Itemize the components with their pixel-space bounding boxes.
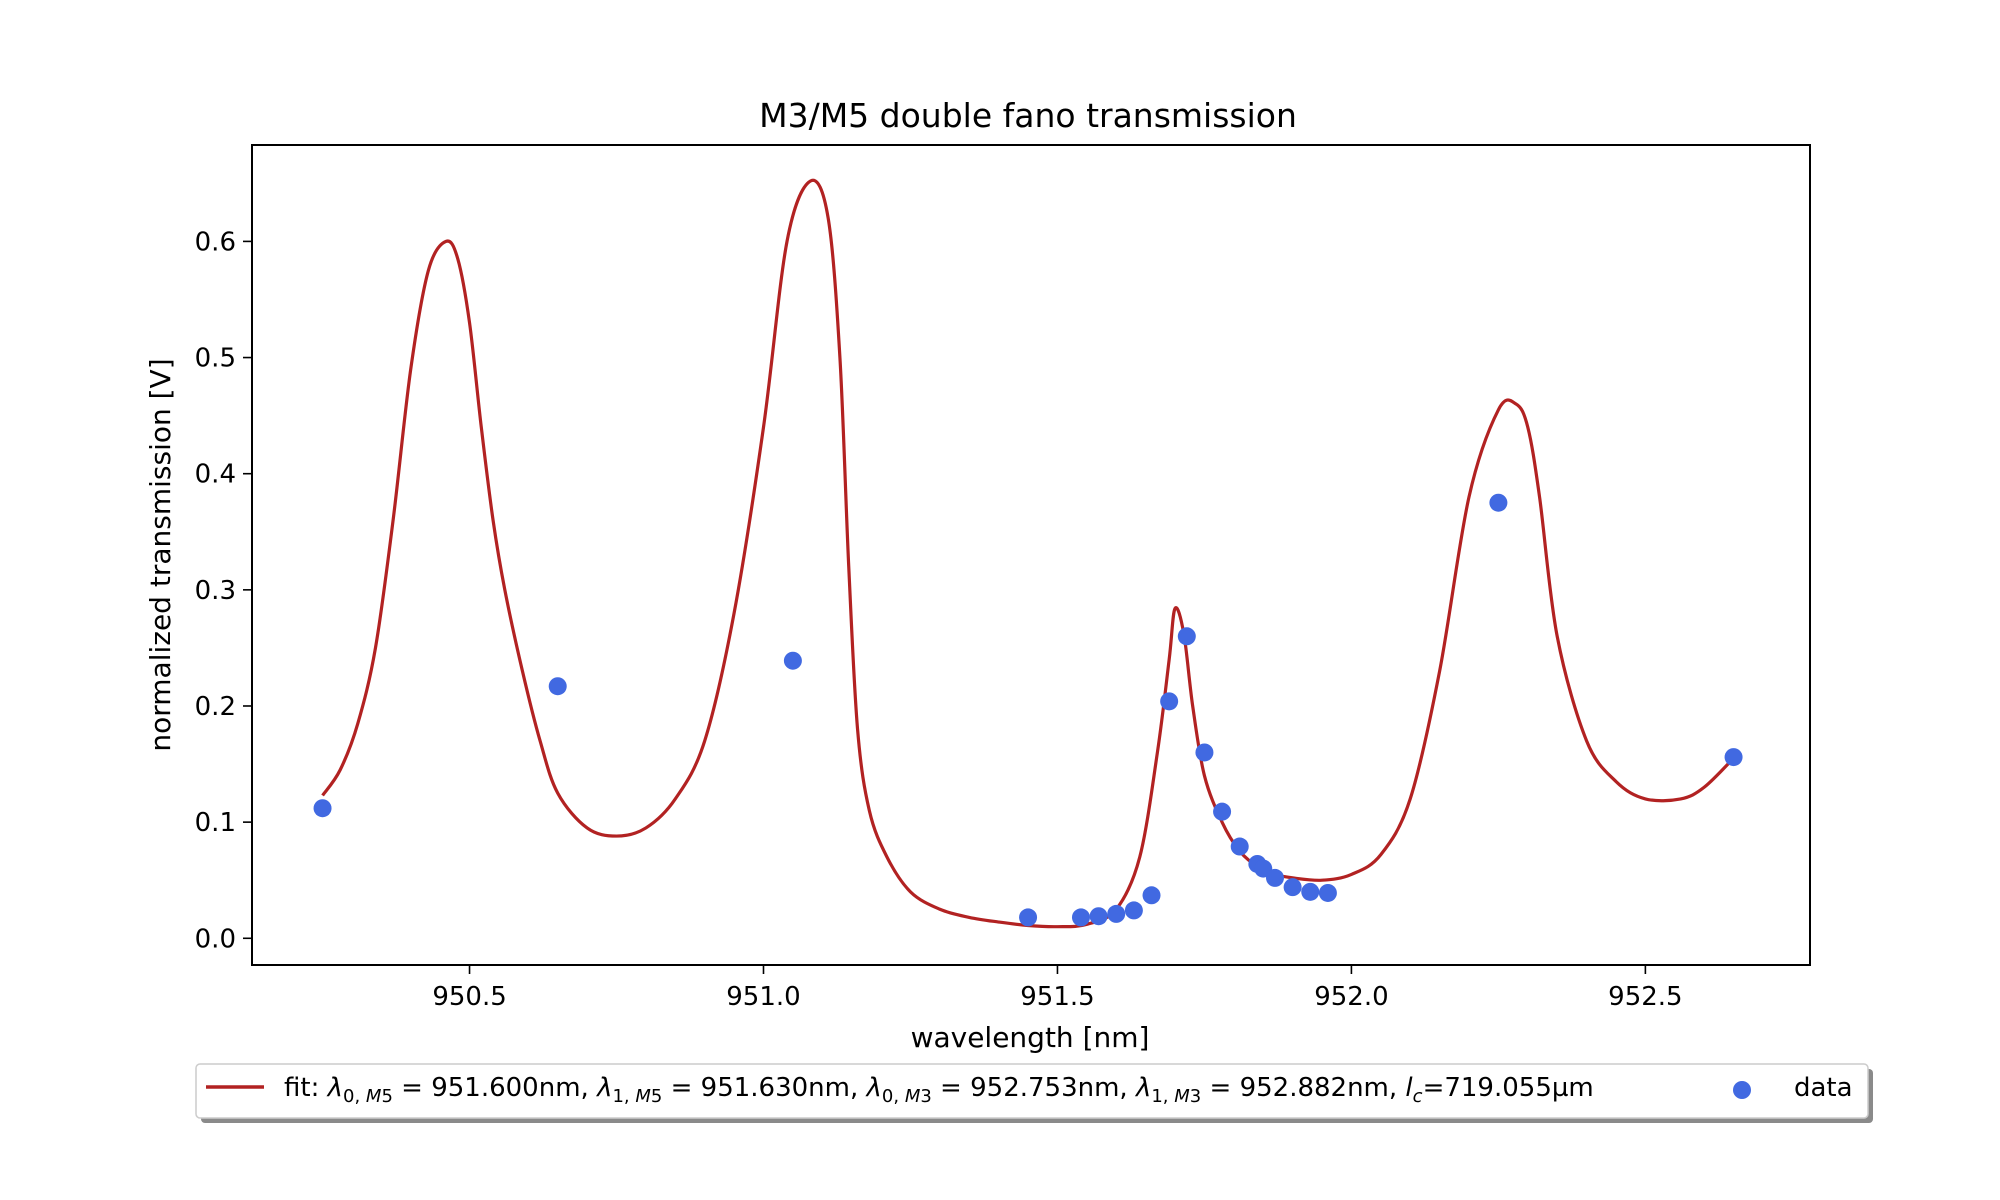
plot-area [251, 144, 1811, 966]
data-point [1107, 904, 1126, 923]
legend-fit-label: fit: λ0, M5 = 951.600nm, λ1, M5 = 951.63… [284, 1073, 1594, 1107]
fit-curve [321, 178, 1735, 929]
y-axis-label: normalized transmission [V] [144, 358, 177, 751]
data-point [1195, 743, 1214, 762]
data-point [783, 651, 802, 670]
data-point [1177, 627, 1196, 646]
data-points-layer [313, 493, 1743, 927]
x-axis: 950.5 951.0 951.5 952.0 952.5 [432, 965, 1683, 1012]
y-tick-label: 0.6 [195, 227, 236, 257]
data-point [1213, 802, 1232, 821]
data-point [1489, 493, 1508, 512]
x-tick-label: 952.0 [1314, 982, 1388, 1012]
fit-curve-layer [321, 178, 1735, 929]
data-point [1265, 868, 1284, 887]
y-tick-label: 0.1 [195, 808, 236, 838]
data-point [1071, 908, 1090, 927]
data-point [548, 677, 567, 696]
x-tick-label: 951.0 [726, 982, 800, 1012]
x-axis-label: wavelength [nm] [911, 1021, 1150, 1054]
y-tick-label: 0.5 [195, 344, 236, 374]
data-point [1089, 907, 1108, 926]
legend-data-label: data [1794, 1073, 1853, 1103]
y-tick-label: 0.3 [195, 576, 236, 606]
data-point [1724, 748, 1743, 767]
x-tick-label: 951.5 [1020, 982, 1094, 1012]
data-point [1318, 883, 1337, 902]
data-point [313, 799, 332, 818]
x-tick-label: 950.5 [432, 982, 506, 1012]
plot-frame [251, 144, 1811, 966]
chart-title: M3/M5 double fano transmission [759, 96, 1297, 135]
data-point [1019, 908, 1038, 927]
data-point [1124, 901, 1143, 920]
data-point [1230, 837, 1249, 856]
legend: fit: λ0, M5 = 951.600nm, λ1, M5 = 951.63… [195, 1063, 1873, 1123]
legend-data-swatch [1733, 1081, 1751, 1099]
x-tick-label: 952.5 [1608, 982, 1682, 1012]
data-point [1301, 882, 1320, 901]
data-point [1160, 692, 1179, 711]
y-axis: 0.0 0.1 0.2 0.3 0.4 0.5 0.6 [195, 227, 252, 954]
data-point [1283, 878, 1302, 897]
y-tick-label: 0.0 [195, 924, 236, 954]
y-tick-label: 0.4 [195, 460, 236, 490]
y-tick-label: 0.2 [195, 692, 236, 722]
legend-box [195, 1063, 1869, 1119]
data-point [1142, 886, 1161, 905]
